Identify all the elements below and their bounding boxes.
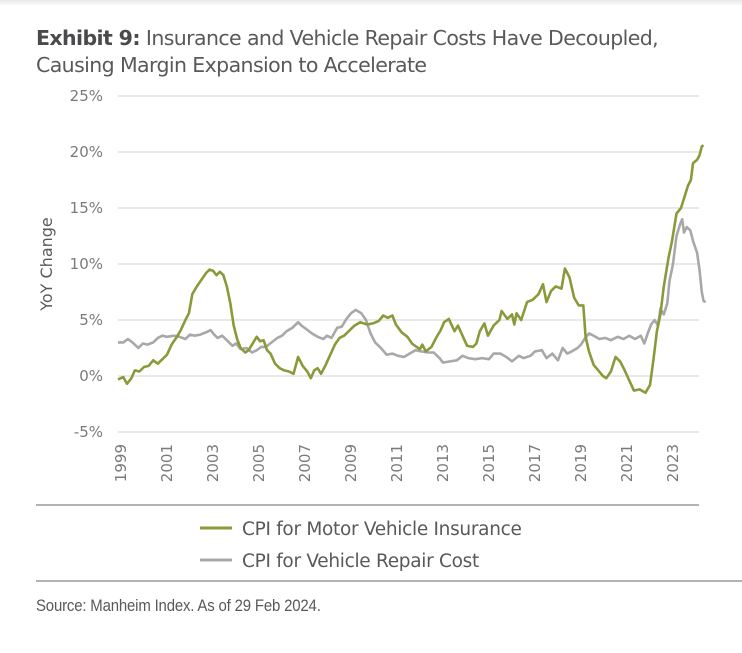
x-tick-label: 2021: [618, 444, 636, 482]
exhibit-label: Exhibit 9:: [36, 26, 141, 50]
x-tick-label: 2013: [434, 444, 452, 482]
legend-label-repair: CPI for Vehicle Repair Cost: [242, 551, 479, 572]
y-tick-label: 0%: [79, 367, 103, 385]
y-tick-label: 25%: [70, 87, 103, 105]
y-tick-label: 10%: [70, 255, 103, 273]
y-tick-label: 20%: [70, 143, 103, 161]
x-tick-label: 2019: [572, 444, 590, 482]
series-line-repair: [118, 217, 707, 364]
x-axis-ticks: 1999 2001 2003 2005 2007 2009 2011 2013 2015 2017…: [112, 444, 682, 482]
legend: CPI for Motor Vehicle Insurance CPI for …: [200, 519, 522, 572]
legend-label-insurance: CPI for Motor Vehicle Insurance: [242, 519, 522, 540]
x-tick-label: 2005: [250, 444, 268, 482]
y-axis-ticks: 25% 20% 15% 10% 5% 0% -5%: [70, 87, 103, 441]
x-tick-label: 1999: [112, 444, 130, 482]
gridlines: [118, 95, 699, 433]
x-tick-label: 2001: [158, 444, 176, 482]
x-tick-label: 2023: [664, 444, 682, 482]
y-tick-label: 5%: [79, 311, 103, 329]
title-line-2: Causing Margin Expansion to Accelerate: [36, 53, 427, 77]
chart-title: Exhibit 9: Insurance and Vehicle Repair …: [36, 25, 659, 79]
y-axis-label: YoY Change: [37, 217, 56, 312]
x-tick-label: 2017: [526, 444, 544, 482]
source-note: Source: Manheim Index. As of 29 Feb 2024…: [36, 596, 321, 615]
x-tick-label: 2007: [296, 444, 314, 482]
top-shadow-bar: [0, 0, 742, 6]
x-tick-label: 2003: [204, 444, 222, 482]
title-line-1: Insurance and Vehicle Repair Costs Have …: [145, 26, 659, 50]
x-tick-label: 2009: [342, 444, 360, 482]
y-tick-label: -5%: [74, 423, 103, 441]
x-tick-label: 2011: [388, 444, 406, 482]
series-lines: [117, 144, 707, 395]
y-tick-label: 15%: [70, 199, 103, 217]
series-line-insurance: [117, 144, 705, 395]
x-tick-label: 2015: [480, 444, 498, 482]
